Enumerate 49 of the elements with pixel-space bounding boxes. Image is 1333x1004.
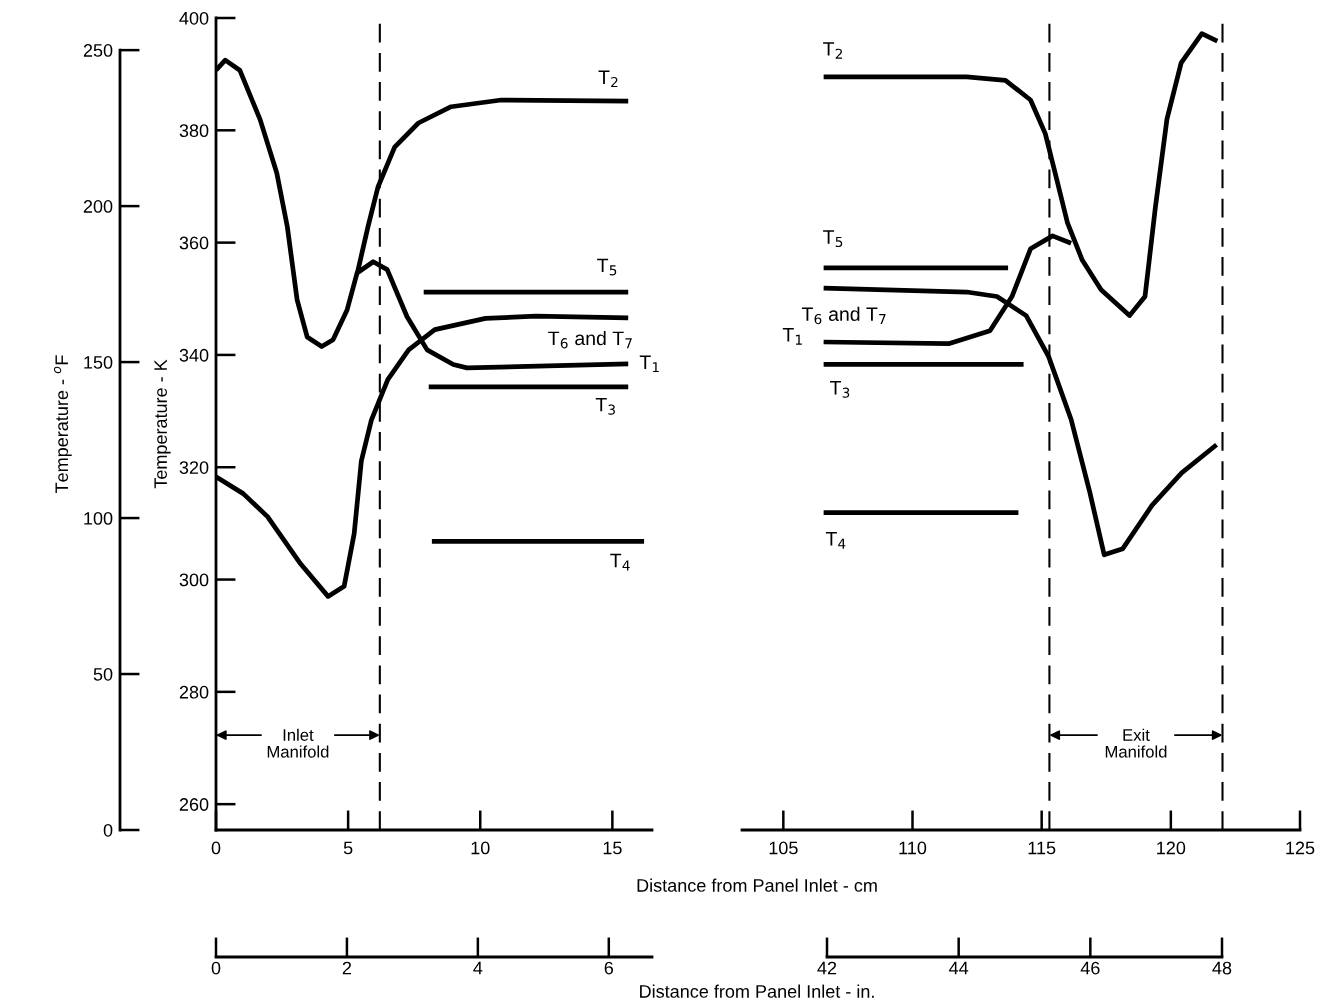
y-axis-title: Temperature - K (154, 359, 171, 489)
x2-tick-label: 2 (342, 961, 352, 975)
x2-tick-label: 6 (604, 961, 614, 975)
x-tick-label: 115 (1028, 841, 1056, 855)
y-tick-label: 380 (179, 124, 209, 138)
y-tick-label: 260 (179, 798, 209, 811)
x-axis-title: Distance from Panel Inlet - cm (637, 878, 877, 892)
x2-tick-label: 4 (473, 961, 483, 975)
y2-tick-label: 50 (93, 667, 113, 681)
x-tick-label: 105 (769, 841, 798, 855)
series-label: T$_{5}$ (823, 230, 843, 248)
x-tick-label: 120 (1157, 841, 1186, 855)
x-tick-label: 110 (899, 841, 927, 855)
series-label: T$_{1}$ (639, 355, 659, 373)
x2-axis-title: Distance from Panel Inlet - in. (640, 984, 874, 998)
x-tick-label: 15 (603, 841, 622, 855)
series-label: T$_{2}$ (823, 42, 843, 59)
y2-tick-label: 100 (84, 511, 113, 525)
y2-tick-label: 150 (84, 356, 113, 369)
y-tick-label: 300 (179, 573, 209, 587)
y-tick-label: 340 (179, 348, 209, 362)
x2-tick-label: 48 (1212, 961, 1232, 975)
y2-tick-label: 0 (103, 823, 113, 837)
y2-tick-label: 250 (83, 44, 113, 57)
series-label: T$_{2}$ (598, 70, 618, 88)
series-label: T$_{5}$ (597, 258, 617, 276)
x2-tick-label: 46 (1080, 961, 1100, 975)
x-tick-label: 0 (211, 841, 221, 855)
series-label: T$_{6}$ and T$_{7}$ (548, 330, 632, 349)
series-label: T$_{4}$ (825, 532, 846, 549)
x-tick-label: 5 (343, 841, 353, 855)
series-label: T$_{4}$ (610, 553, 630, 571)
y-tick-label: 400 (179, 11, 209, 25)
annotation: Inlet Manifold (267, 728, 329, 758)
x-tick-label: 10 (471, 841, 490, 855)
x-tick-label: 125 (1286, 841, 1315, 855)
series-label: T$_{1}$ (782, 328, 802, 345)
y2-axis-title: Temperature - $^{o}$F (53, 355, 72, 494)
x2-tick-label: 0 (211, 961, 221, 975)
y-tick-label: 280 (179, 685, 209, 699)
y2-tick-label: 200 (83, 200, 113, 213)
y-tick-label: 320 (179, 461, 209, 474)
annotation: Exit Manifold (1105, 728, 1167, 758)
x2-tick-label: 44 (949, 961, 969, 975)
series-label: T$_{3}$ (595, 397, 615, 415)
series-label: T$_{6}$ and T$_{7}$ (801, 306, 886, 325)
x2-tick-label: 42 (817, 961, 837, 975)
series-label: T$_{3}$ (830, 381, 850, 398)
y-tick-label: 360 (179, 236, 209, 250)
